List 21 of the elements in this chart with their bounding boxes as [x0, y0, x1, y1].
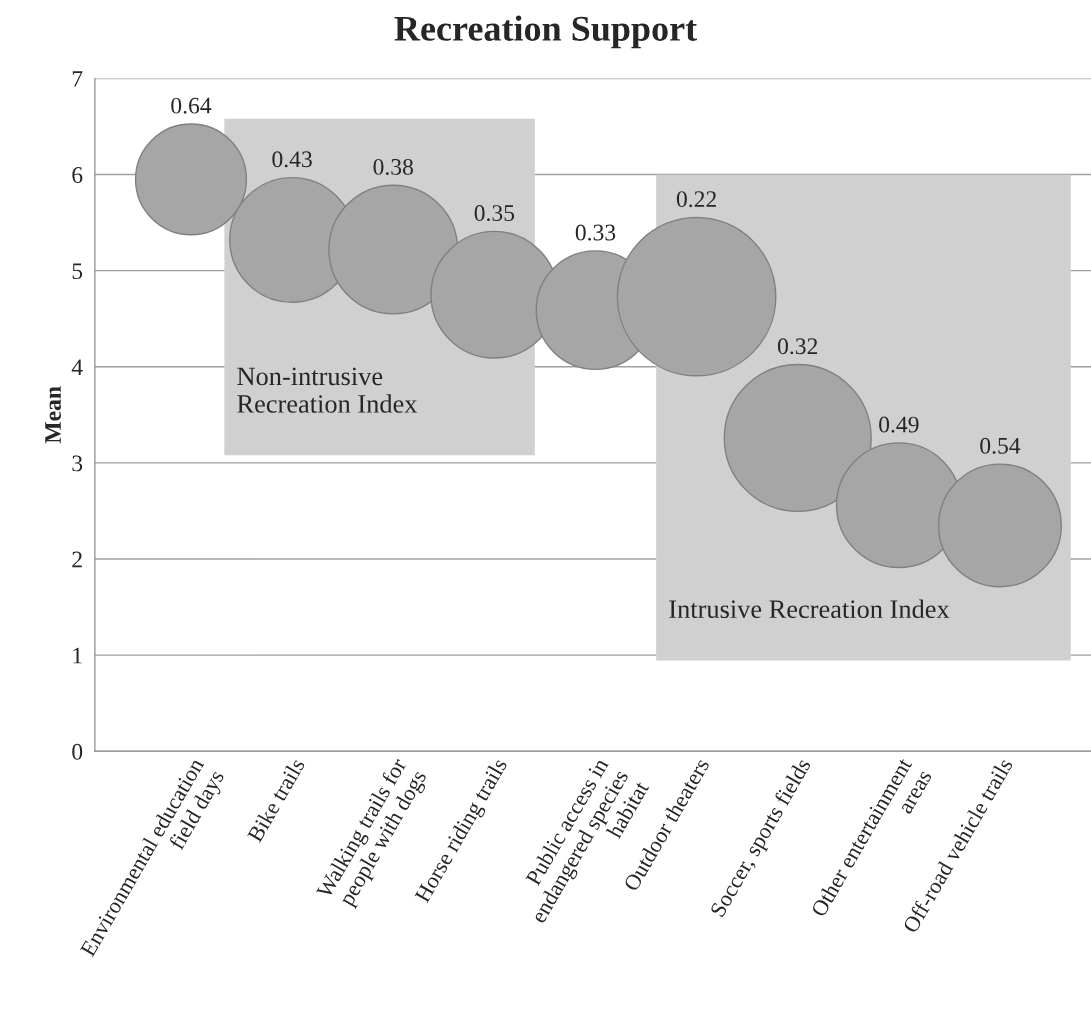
- y-tick-label: 3: [72, 455, 83, 472]
- y-tick-label: 6: [72, 167, 83, 183]
- annotation: 0.49: [879, 416, 919, 433]
- annotation: Non-intrusive Recreation Index: [237, 367, 418, 413]
- annotation: Intrusive Recreation Index: [669, 599, 950, 619]
- y-tick-label: 0: [72, 743, 83, 760]
- y-tick-label: 5: [72, 263, 83, 280]
- y-tick-label: 1: [73, 647, 82, 664]
- annotation: 0.54: [980, 437, 1021, 454]
- chart-title: Recreation Support: [394, 15, 697, 49]
- annotation: 0.32: [777, 338, 818, 355]
- y-tick-label: 4: [71, 359, 83, 375]
- annotation: 0.22: [676, 191, 716, 208]
- y-tick-label: 7: [72, 71, 83, 87]
- y-tick-label: 2: [72, 551, 82, 568]
- annotation: 0.35: [474, 205, 515, 222]
- y-axis-title: Mean: [45, 386, 61, 444]
- annotation: 0.38: [373, 158, 413, 175]
- annotation: 0.64: [171, 97, 212, 114]
- annotation: 0.43: [272, 151, 312, 168]
- annotation: 0.33: [575, 224, 616, 241]
